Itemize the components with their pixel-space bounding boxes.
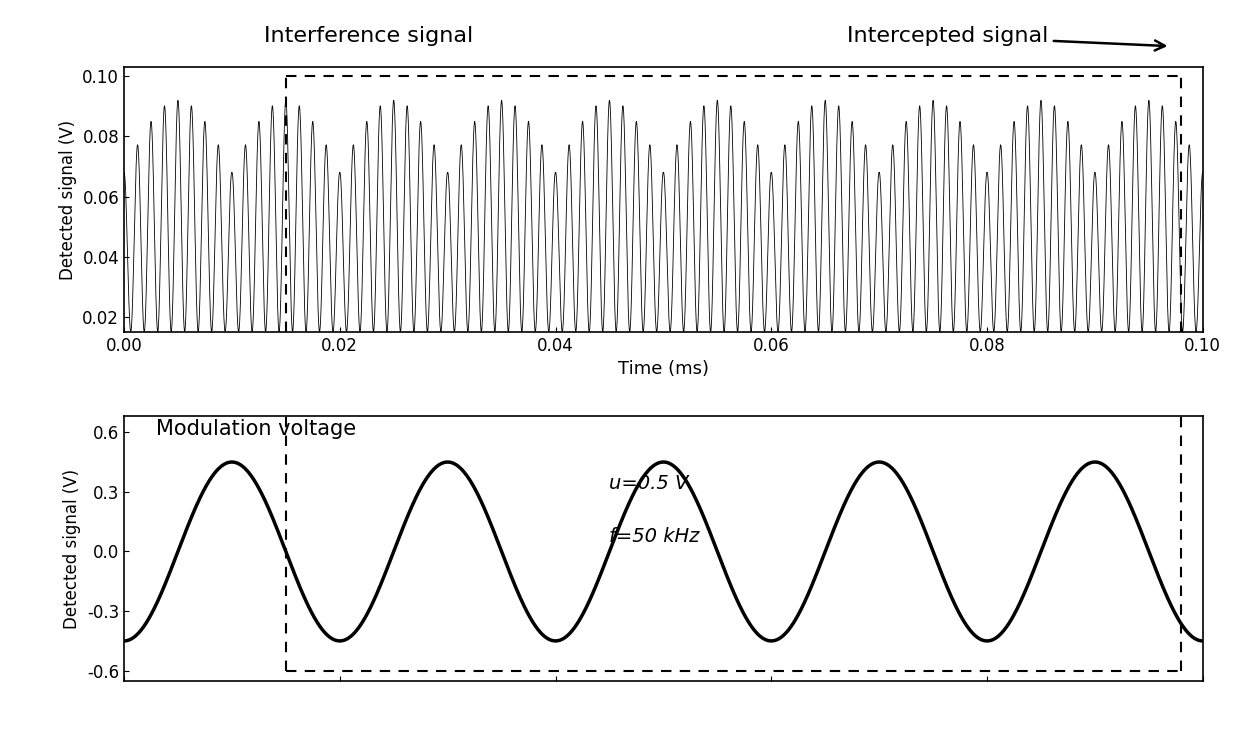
- Text: Intercepted signal: Intercepted signal: [847, 26, 1164, 50]
- Text: Interference signal: Interference signal: [264, 26, 474, 46]
- Text: u=0.5 V: u=0.5 V: [610, 474, 689, 494]
- Text: f=50 kHz: f=50 kHz: [610, 527, 699, 546]
- X-axis label: Time (ms): Time (ms): [618, 360, 709, 378]
- Text: Modulation voltage: Modulation voltage: [156, 419, 356, 439]
- Y-axis label: Detected signal (V): Detected signal (V): [58, 120, 77, 280]
- Y-axis label: Detected signal (V): Detected signal (V): [63, 468, 82, 628]
